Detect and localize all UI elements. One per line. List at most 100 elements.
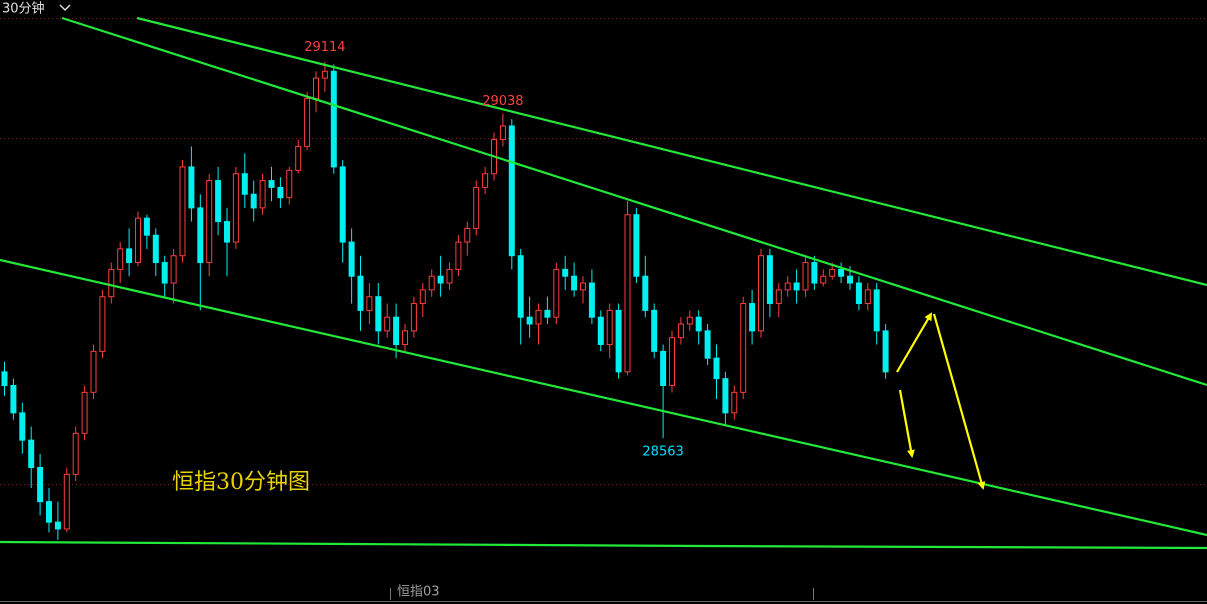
candle-body [580,282,586,291]
arrows [896,312,986,490]
candle-body [597,316,604,346]
candle-body [864,289,871,305]
period-selector[interactable]: 30分钟 [2,1,45,17]
candle-body [90,350,97,393]
candle-body [571,275,578,291]
candle-body [152,234,159,264]
arrow [932,313,986,490]
candle-body [873,289,880,332]
high-label: 29038 [482,94,523,109]
candle-body [393,316,400,346]
candle-body [313,77,319,100]
candle-body [37,466,44,503]
dropdown-icon[interactable] [59,4,71,11]
candle-body [660,350,667,387]
candle-body [766,255,773,305]
candle-body [197,207,204,264]
candle-body [99,296,106,352]
candle-body [651,309,658,352]
candle-body [473,186,480,229]
candle-body [686,316,693,325]
candle-body [232,173,239,243]
arrow [898,389,915,458]
candle-body [775,289,782,305]
candle-body [669,337,675,387]
candle-body [517,255,524,318]
candle-body [215,180,222,223]
candle-body [108,268,115,298]
contract-label: 恒指03 [397,585,440,600]
candle-body [206,180,213,264]
trend-line [61,16,1207,387]
candle-body [437,275,444,284]
candle-body [802,262,809,291]
candle-body [348,241,355,277]
candle-body [615,309,622,373]
candle-body [829,268,836,277]
candle-body [304,98,311,147]
candle-body [188,166,195,209]
trend-lines [0,16,1207,550]
candle-body [330,70,337,168]
candle-body [241,173,248,195]
candle-body [286,169,293,199]
candle-body [758,255,764,332]
trend-line [0,258,1207,537]
candle-body [170,255,177,284]
candle-body [161,262,168,284]
candle-body [749,303,756,332]
candle-body [19,412,26,441]
candle-body [811,262,818,284]
candle-body [268,180,275,188]
candle-body [72,432,79,475]
trend-line [0,540,1207,550]
candle-body [419,289,426,305]
candle-body [544,309,551,318]
candle-body [54,521,61,530]
candle-body [793,282,800,291]
candle-body [838,268,845,277]
candle-body [410,303,417,332]
candle-body [633,214,640,277]
chart-title: 恒指30分钟图 [172,470,310,495]
candle-body [855,282,862,305]
candle-body [321,70,328,79]
candle-body [562,268,569,277]
candle-body [624,214,631,373]
candle-body [117,248,124,270]
candles [1,61,889,540]
candle-body [259,180,266,209]
candle-body [366,296,373,311]
candle-body [535,309,542,325]
high-label: 29114 [304,40,345,55]
candle-body [588,282,595,318]
candle-body [882,330,889,373]
candle-body [455,241,462,270]
candle-body [224,221,230,243]
candle-body [135,217,141,264]
low-label: 28563 [642,445,683,460]
candle-body [28,439,35,468]
candle-body [1,371,8,387]
candle-body [704,330,711,359]
candle-body [375,296,382,332]
candle-body [126,248,133,264]
candle-body [695,316,702,332]
candle-body [81,391,88,434]
candle-body [606,309,613,346]
arrow [896,312,933,373]
candle-body [10,385,17,414]
candle-body [482,173,489,188]
candle-body [446,268,453,284]
candle-body [740,303,747,393]
candle-body [250,193,257,209]
candle-body [677,323,684,339]
candle-body [295,145,302,171]
candle-body [722,378,729,414]
candle-body [63,473,70,530]
candle-body [499,125,506,141]
trend-line [136,16,1207,287]
candle-body [713,357,720,380]
